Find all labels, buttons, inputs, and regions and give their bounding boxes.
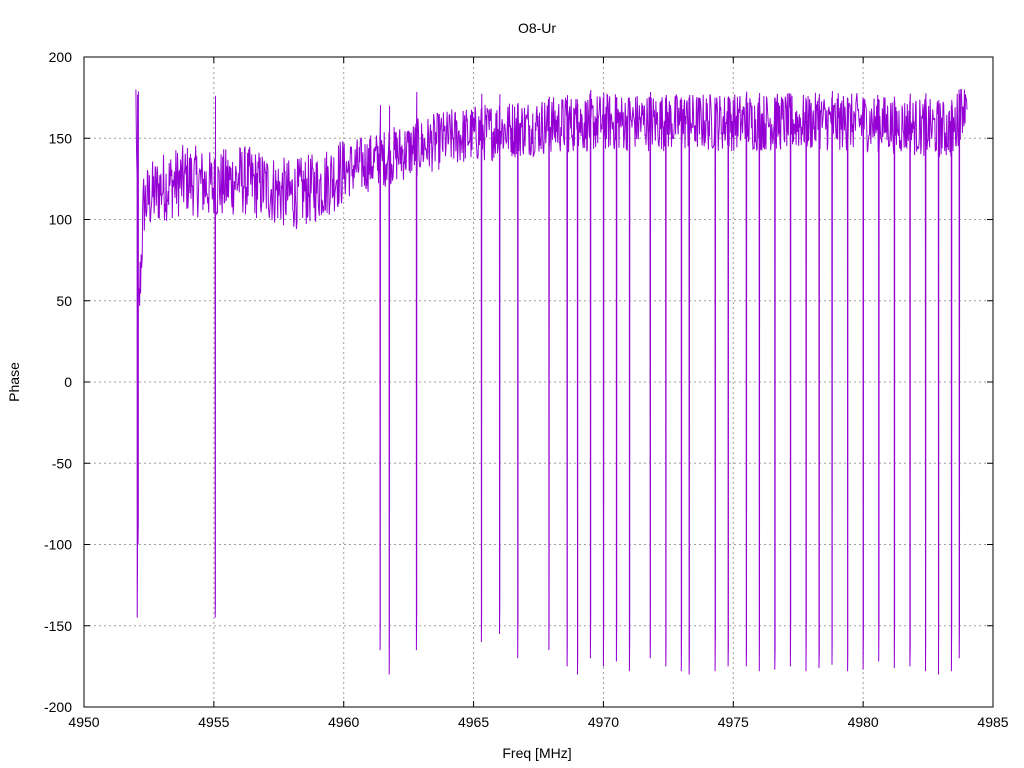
grid-layer xyxy=(84,57,993,707)
y-tick-label: 100 xyxy=(49,212,73,228)
y-tick-label: 150 xyxy=(49,130,73,146)
y-tick-label: 200 xyxy=(49,49,73,65)
x-axis-label: Freq [MHz] xyxy=(502,745,571,761)
x-tick-label: 4980 xyxy=(848,714,879,730)
y-tick-label: -200 xyxy=(44,699,72,715)
chart-title: O8-Ur xyxy=(518,20,556,36)
x-tick-label: 4955 xyxy=(198,714,229,730)
x-tick-label: 4970 xyxy=(588,714,619,730)
phase-series-line xyxy=(135,89,968,675)
x-tick-label: 4950 xyxy=(68,714,99,730)
x-tick-label: 4965 xyxy=(458,714,489,730)
x-tick-label: 4985 xyxy=(977,714,1008,730)
x-tick-label: 4960 xyxy=(328,714,359,730)
x-tick-label: 4975 xyxy=(718,714,749,730)
y-tick-label: 0 xyxy=(64,374,72,390)
y-tick-label: -150 xyxy=(44,618,72,634)
y-tick-label: -50 xyxy=(52,455,72,471)
y-tick-label: -100 xyxy=(44,537,72,553)
y-tick-label: 50 xyxy=(56,293,72,309)
y-axis-label: Phase xyxy=(6,362,22,402)
series-layer xyxy=(135,89,968,675)
tick-layer: 4950 4955 4960 4965 4970 4975 4980 4985 -200 -150… xyxy=(44,49,1009,730)
